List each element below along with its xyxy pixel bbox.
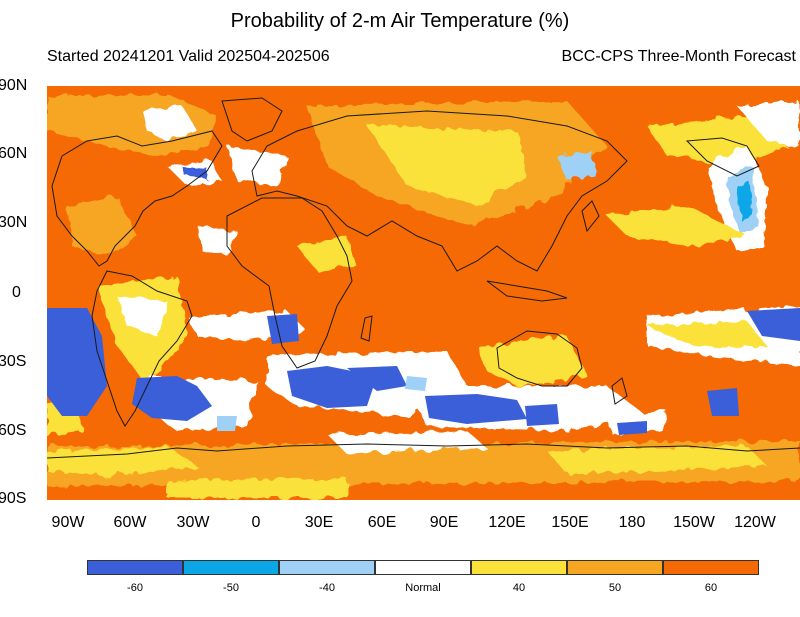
- cold-strong-region: [425, 394, 527, 424]
- cold-strong-region: [132, 376, 212, 421]
- cold-light-region: [217, 416, 237, 431]
- australia-coast: [496, 330, 583, 387]
- chart-subtitle-right: BCC-CPS Three-Month Forecast: [561, 48, 796, 65]
- cold-strong-region: [287, 366, 377, 408]
- x-tick-label: 150E: [551, 514, 589, 531]
- cold-anomaly-cores: [47, 308, 800, 435]
- antarctica-coast: [47, 443, 800, 459]
- legend-swatch: [183, 560, 279, 575]
- africa-coast: [226, 197, 353, 369]
- x-tick-label: 90E: [429, 514, 459, 531]
- forecast-map: [47, 86, 800, 500]
- warm-light-region: [142, 106, 197, 141]
- warm-light-region: [607, 206, 747, 246]
- legend-label: Normal: [405, 582, 441, 594]
- x-tick-label: 0: [251, 514, 261, 531]
- north-america-coast: [51, 130, 223, 267]
- x-tick-label: 120W: [734, 514, 776, 531]
- y-tick-label: 60N: [0, 145, 28, 162]
- cold-strong-region: [525, 404, 559, 426]
- warm-light-region: [367, 126, 527, 206]
- warm-light-region: [547, 446, 767, 474]
- legend-label: 60: [704, 582, 718, 594]
- new-zealand-coast: [611, 377, 628, 405]
- cold-strong-region: [347, 366, 407, 391]
- y-tick-label: 0: [12, 284, 21, 301]
- coastlines: [47, 97, 800, 459]
- legend-swatch: [567, 560, 663, 575]
- y-tick-label: 30S: [0, 353, 27, 370]
- y-tick-label: 90N: [0, 77, 28, 94]
- madagascar-coast: [360, 315, 373, 342]
- legend-swatch: [375, 560, 471, 575]
- x-tick-label: 30E: [304, 514, 334, 531]
- cold-strong-region: [707, 388, 739, 416]
- legend-swatch: [279, 560, 375, 575]
- normal-region: [327, 431, 487, 454]
- normal-region: [227, 146, 287, 186]
- warm-light-region: [737, 101, 799, 146]
- south-america-coast: [91, 270, 193, 427]
- cold-strong-region: [747, 308, 800, 341]
- y-tick-label: 30N: [0, 214, 28, 231]
- x-tick-label: 30W: [176, 514, 210, 531]
- alaska-coast: [685, 137, 760, 177]
- normal-region: [117, 296, 167, 336]
- japan-coast: [581, 200, 600, 233]
- cold-strong-region: [182, 166, 207, 178]
- legend-label: -40: [319, 582, 335, 594]
- chart-title: Probability of 2-m Air Temperature (%): [230, 10, 570, 32]
- cold-strong-region: [617, 421, 647, 435]
- legend-label: -50: [223, 582, 239, 594]
- greenland-coast: [221, 97, 283, 142]
- x-tick-label: 60W: [113, 514, 147, 531]
- x-tick-label: 150W: [673, 514, 715, 531]
- cold-mid-region: [737, 181, 753, 221]
- y-tick-label: 60S: [0, 422, 27, 439]
- cold-strong-region: [267, 314, 299, 344]
- cold-strong-region: [47, 308, 107, 416]
- cold-light-region: [405, 376, 427, 391]
- warm-light-region: [47, 446, 197, 476]
- legend-label: 50: [608, 582, 622, 594]
- y-tick-label: 90S: [0, 490, 27, 507]
- eurasia-coast: [251, 110, 628, 272]
- legend-label: 40: [512, 582, 526, 594]
- x-tick-label: 60E: [367, 514, 397, 531]
- legend-label: -60: [127, 582, 143, 594]
- warm-light-region: [297, 236, 357, 271]
- x-tick-label: 90W: [51, 514, 85, 531]
- indonesia-coast: [486, 280, 568, 302]
- cold-light-region: [557, 151, 595, 181]
- legend-swatch: [471, 560, 567, 575]
- legend-swatch: [663, 560, 759, 575]
- chart-subtitle-left: Started 20241201 Valid 202504-202506: [47, 48, 330, 65]
- x-tick-label: 120E: [488, 514, 526, 531]
- legend-swatch: [87, 560, 183, 575]
- x-tick-label: 180: [618, 514, 646, 531]
- normal-region: [477, 336, 587, 386]
- warm-light-region: [647, 321, 767, 348]
- warm-light-region: [167, 478, 347, 498]
